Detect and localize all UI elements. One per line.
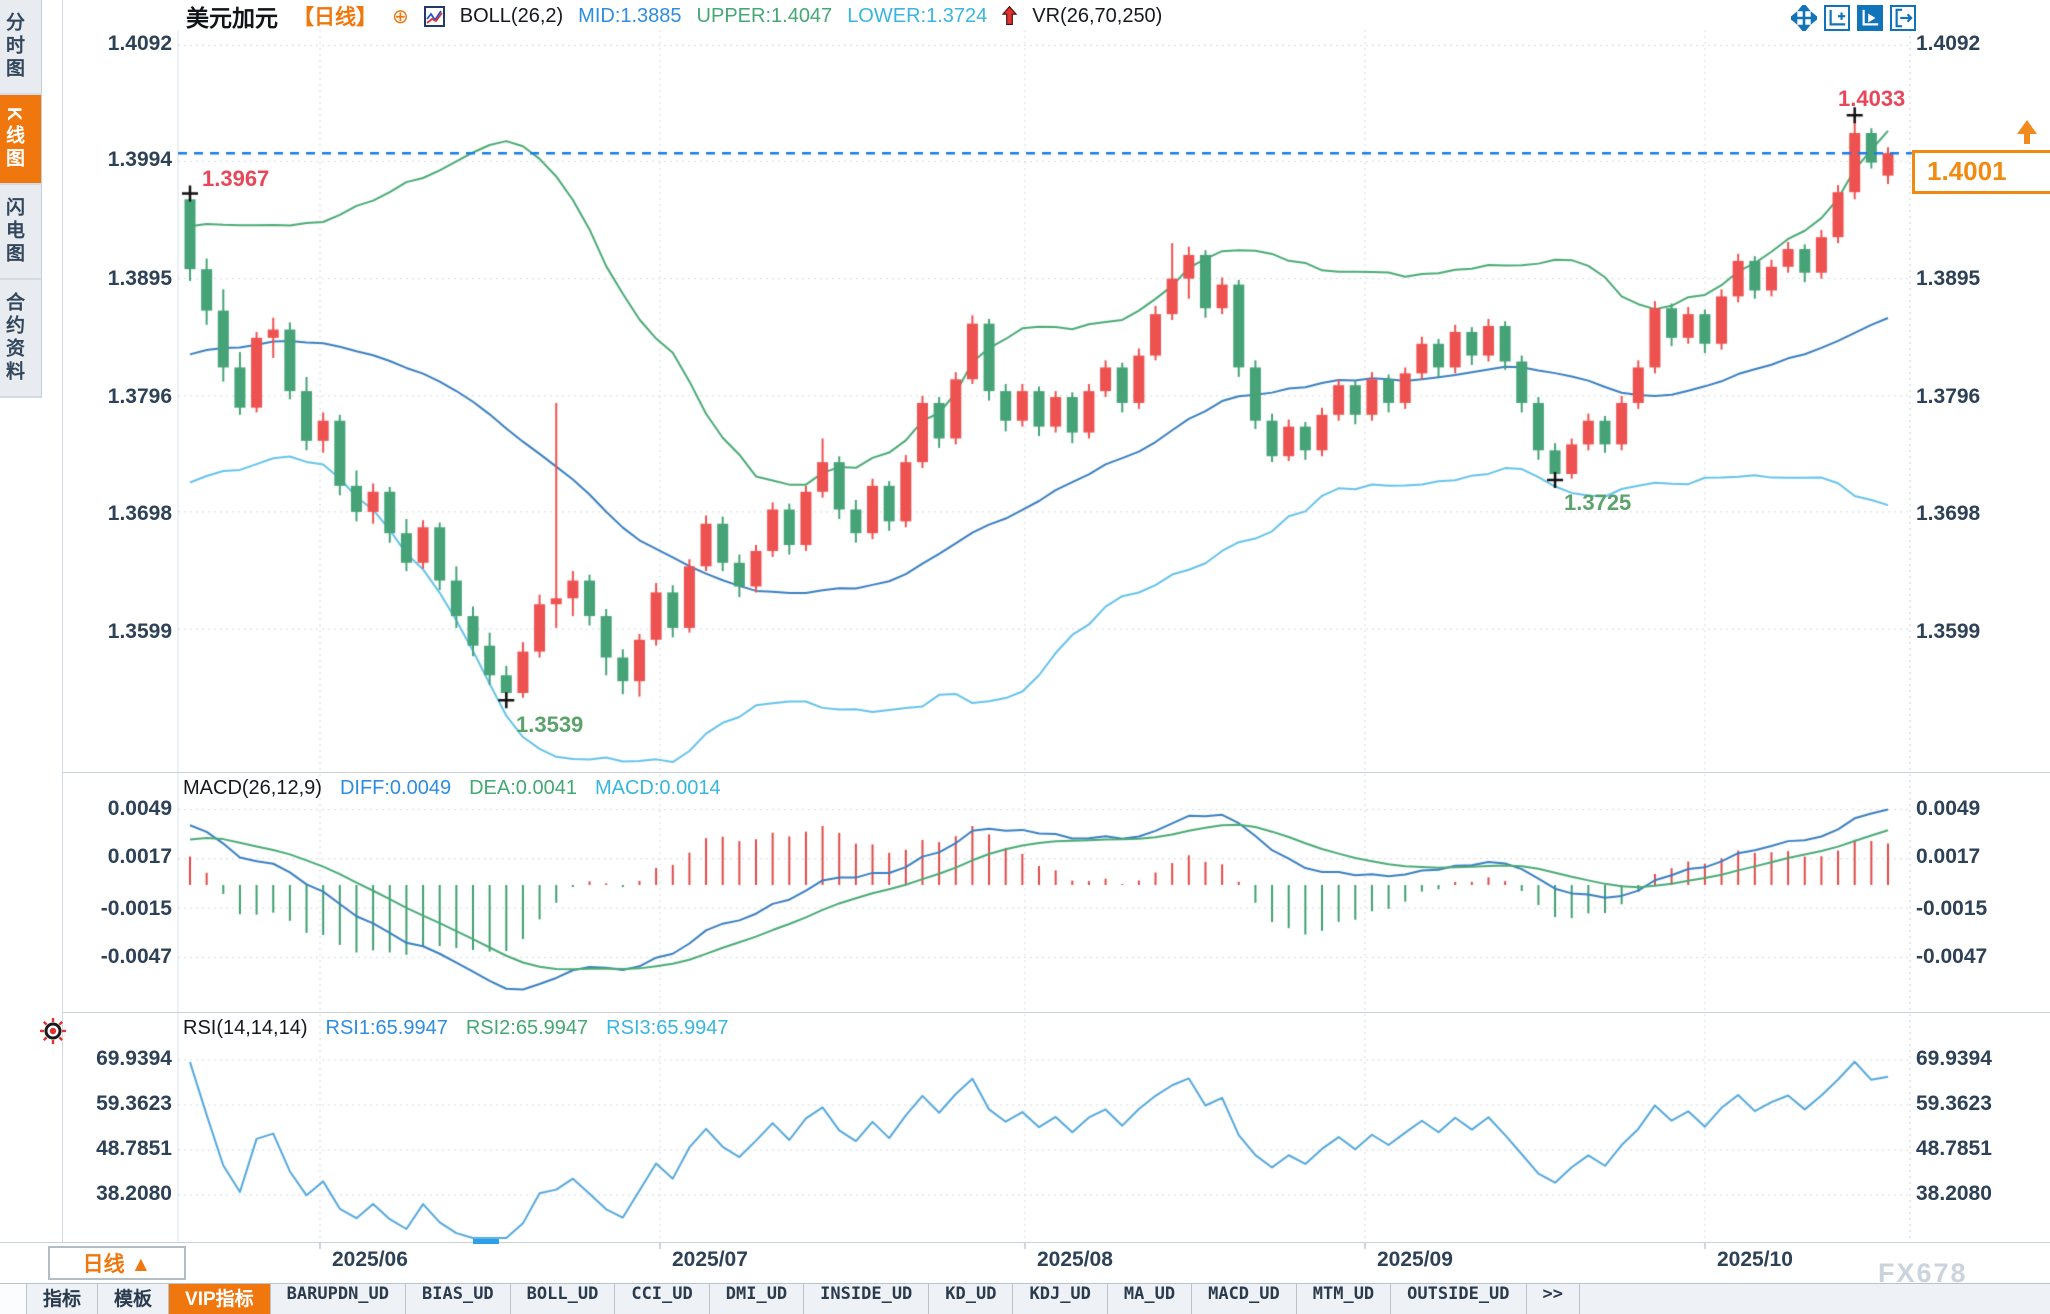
mini-chart-icon[interactable] xyxy=(423,5,445,27)
pan-icon[interactable] xyxy=(1791,5,1817,31)
price-tick-right-5: 1.3599 xyxy=(1916,620,1981,643)
rsi-tick-right-1: 59.3623 xyxy=(1916,1092,1992,1115)
indicator-tab-bar: 指标 模板 VIP指标 BARUPDN_UD BIAS_UD BOLL_UD C… xyxy=(0,1283,2050,1314)
add-indicator-icon[interactable]: ⊕ xyxy=(392,4,409,28)
price-tick-left-4: 1.3698 xyxy=(107,502,172,525)
price-tick-left-0: 1.4092 xyxy=(107,32,172,55)
annotation-sep-low: 1.3725 xyxy=(1564,490,1632,515)
current-price-box: 1.4001 xyxy=(1912,150,2050,194)
macd-dea-value: DEA:0.0041 xyxy=(469,777,577,799)
tab-indicator[interactable]: 指标 xyxy=(27,1284,99,1314)
rsi-title: RSI(14,14,14) xyxy=(183,1017,308,1039)
date-label-4: 2025/10 xyxy=(1717,1248,1793,1271)
macd-value: MACD:0.0014 xyxy=(594,777,721,799)
macd-tick-right-0: 0.0049 xyxy=(1916,797,1981,820)
price-tick-right-2: 1.3895 xyxy=(1916,267,1981,290)
date-label-1: 2025/07 xyxy=(672,1248,748,1271)
period-selector-arrow-icon: ▲ xyxy=(130,1253,152,1276)
macd-tick-left-3: -0.0047 xyxy=(100,945,172,968)
price-tick-left-2: 1.3895 xyxy=(107,267,172,290)
boll-lower-value: LOWER:1.3724 xyxy=(847,4,988,27)
macd-tick-left-1: 0.0017 xyxy=(107,845,172,868)
date-label-2: 2025/08 xyxy=(1037,1248,1113,1271)
symbol-title: 美元加元 xyxy=(186,5,278,31)
price-up-arrow-icon xyxy=(2017,120,2037,144)
tab-kd-ud[interactable]: KD_UD xyxy=(929,1284,1014,1314)
scroll-position-indicator[interactable] xyxy=(473,1239,499,1244)
sidebar-divider xyxy=(62,0,63,1242)
sidebar-item-contract-info[interactable]: 合约资料 xyxy=(0,279,42,398)
price-tick-right-0: 1.4092 xyxy=(1916,32,1981,55)
rsi-settings-sun-icon[interactable] xyxy=(40,1018,66,1044)
period-selector-button[interactable]: 日线 ▲ xyxy=(48,1246,186,1280)
main-chart-header: 美元加元 【日线】 ⊕ BOLL(26,2) MID:1.3885 UPPER:… xyxy=(186,3,1163,31)
rsi-tick-left-2: 48.7851 xyxy=(96,1137,172,1160)
chart-toolbar xyxy=(1791,5,1916,31)
macd-tick-left-2: -0.0015 xyxy=(100,897,172,920)
period-tag: 【日线】 xyxy=(293,6,377,29)
price-tick-left-5: 1.3599 xyxy=(107,620,172,643)
separator-main-macd xyxy=(62,772,2050,773)
tab-template[interactable]: 模板 xyxy=(98,1284,170,1314)
price-tick-right-4: 1.3698 xyxy=(1916,502,1981,525)
rsi-tick-right-0: 69.9394 xyxy=(1916,1047,1992,1070)
tab-spacer xyxy=(0,1284,27,1314)
macd-tick-left-0: 0.0049 xyxy=(107,797,172,820)
rsi1-value: RSI1:65.9947 xyxy=(325,1017,448,1039)
tab-boll-ud[interactable]: BOLL_UD xyxy=(511,1284,616,1314)
tab-bias-ud[interactable]: BIAS_UD xyxy=(406,1284,511,1314)
boll-upper-value: UPPER:1.4047 xyxy=(696,4,833,27)
macd-header: MACD(26,12,9) DIFF:0.0049 DEA:0.0041 MAC… xyxy=(183,777,721,800)
rsi-header: RSI(14,14,14) RSI1:65.9947 RSI2:65.9947 … xyxy=(183,1017,729,1040)
tab-cci-ud[interactable]: CCI_UD xyxy=(615,1284,710,1314)
rsi2-value: RSI2:65.9947 xyxy=(465,1017,589,1039)
sidebar: 分时图 K线图 闪电图 合约资料 xyxy=(0,0,42,398)
axis-playback-icon[interactable] xyxy=(1857,5,1883,31)
price-tick-left-1: 1.3994 xyxy=(107,148,172,171)
vr-up-arrow-icon xyxy=(1002,5,1018,25)
rsi-tick-left-0: 69.9394 xyxy=(96,1047,172,1070)
macd-title: MACD(26,12,9) xyxy=(183,777,322,799)
separator-rsi-axis xyxy=(0,1242,2050,1243)
tab-dmi-ud[interactable]: DMI_UD xyxy=(710,1284,805,1314)
rsi-tick-right-2: 48.7851 xyxy=(1916,1137,1992,1160)
tab-ma-ud[interactable]: MA_UD xyxy=(1108,1284,1193,1314)
tab-mtm-ud[interactable]: MTM_UD xyxy=(1297,1284,1392,1314)
date-label-3: 2025/09 xyxy=(1377,1248,1453,1271)
boll-label: BOLL(26,2) xyxy=(459,4,564,27)
annotation-june-low: 1.3539 xyxy=(516,712,584,737)
tab-macd-ud[interactable]: MACD_UD xyxy=(1192,1284,1297,1314)
tab-outside-ud[interactable]: OUTSIDE_UD xyxy=(1391,1284,1527,1314)
sidebar-item-flash-chart[interactable]: 闪电图 xyxy=(0,184,42,280)
annotation-first-high: 1.3967 xyxy=(202,166,270,191)
rsi-tick-right-3: 38.2080 xyxy=(1916,1182,1992,1205)
price-tick-right-3: 1.3796 xyxy=(1916,385,1981,408)
macd-tick-right-3: -0.0047 xyxy=(1916,945,1988,968)
sidebar-item-time-chart[interactable]: 分时图 xyxy=(0,0,42,95)
tab-kdj-ud[interactable]: KDJ_UD xyxy=(1013,1284,1108,1314)
tab-barupdn-ud[interactable]: BARUPDN_UD xyxy=(271,1284,407,1314)
annotation-oct-high: 1.4033 xyxy=(1838,86,1906,111)
macd-tick-right-1: 0.0017 xyxy=(1916,845,1981,868)
macd-diff-value: DIFF:0.0049 xyxy=(339,777,452,799)
tab-vip-indicator[interactable]: VIP指标 xyxy=(169,1284,271,1314)
rsi3-value: RSI3:65.9947 xyxy=(606,1017,729,1039)
rsi-tick-left-1: 59.3623 xyxy=(96,1092,172,1115)
sidebar-item-kline-chart[interactable]: K线图 xyxy=(0,95,42,185)
macd-tick-right-2: -0.0015 xyxy=(1916,897,1988,920)
tab-more[interactable]: >> xyxy=(1527,1284,1581,1314)
date-label-0: 2025/06 xyxy=(332,1248,408,1271)
price-tick-left-3: 1.3796 xyxy=(107,385,172,408)
separator-macd-rsi xyxy=(62,1012,2050,1013)
tab-inside-ud[interactable]: INSIDE_UD xyxy=(804,1284,930,1314)
axis-zoom-icon[interactable] xyxy=(1824,5,1850,31)
period-selector-label: 日线 xyxy=(82,1253,125,1276)
vr-label: VR(26,70,250) xyxy=(1032,4,1163,27)
boll-mid-value: MID:1.3885 xyxy=(578,4,682,27)
rsi-tick-left-3: 38.2080 xyxy=(96,1182,172,1205)
export-icon[interactable] xyxy=(1890,5,1916,31)
